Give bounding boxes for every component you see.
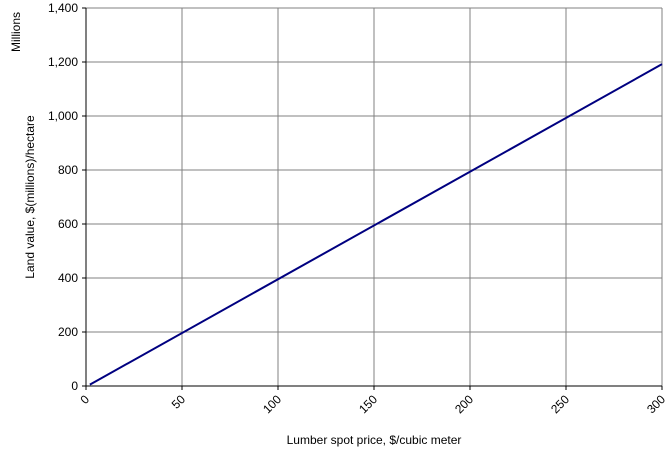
y-tick-label: 1,200: [48, 55, 78, 69]
x-tick-label: 100: [260, 392, 284, 416]
y-tick-label: 600: [58, 217, 78, 231]
x-tick-label: 50: [169, 392, 189, 412]
y-tick-label: 400: [58, 271, 78, 285]
x-tick-label: 0: [77, 392, 92, 407]
y-axis-title: Land value, $(millions)/hectare: [23, 115, 37, 279]
y-tick-label: 200: [58, 325, 78, 339]
x-tick-label: 250: [548, 392, 572, 416]
y-tick-label: 1,400: [48, 1, 78, 15]
data-line: [89, 63, 663, 386]
x-tick-label: 300: [644, 392, 665, 416]
x-tick-label: 150: [356, 392, 380, 416]
y-tick-label: 0: [71, 379, 78, 393]
x-tick-label: 200: [452, 392, 476, 416]
y-tick-label: 1,000: [48, 109, 78, 123]
x-axis-title: Lumber spot price, $/cubic meter: [287, 433, 462, 447]
y-tick-label: 800: [58, 163, 78, 177]
y-unit-label: Millions: [9, 12, 23, 52]
